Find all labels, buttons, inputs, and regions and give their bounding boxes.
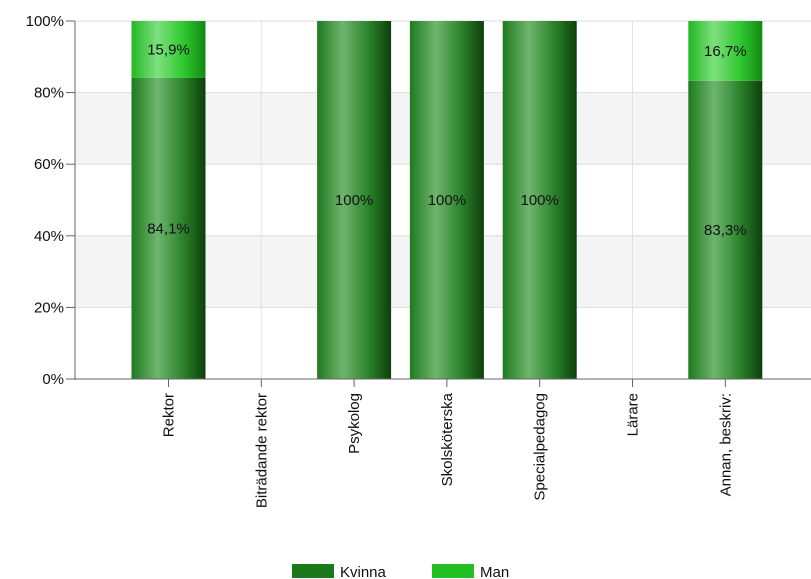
x-category-label: Biträdande rektor	[253, 393, 270, 508]
x-category-label: Psykolog	[346, 393, 363, 454]
legend: Kvinna Man	[292, 564, 509, 579]
legend-swatch-man	[432, 564, 474, 578]
x-category-label: Rektor	[161, 393, 178, 437]
y-tick-label: 80%	[34, 85, 64, 102]
data-label: 16,7%	[704, 43, 747, 60]
bar-kvinna-3	[409, 21, 484, 379]
x-category-labels: Rektor Biträdande rektor Psykolog Skolsköte…	[161, 392, 735, 508]
x-category-label: Specialpedagog	[532, 393, 549, 501]
bar-kvinna-6	[688, 80, 763, 379]
bar-kvinna-2	[317, 21, 392, 379]
bars	[131, 21, 763, 379]
y-tick-label: 100%	[26, 13, 64, 30]
data-label: 100%	[428, 192, 466, 209]
data-label: 100%	[335, 192, 373, 209]
bar-man-0	[131, 21, 206, 78]
y-tick-label: 60%	[34, 156, 64, 173]
y-tick-label: 0%	[42, 371, 64, 388]
data-label: 84,1%	[147, 220, 190, 237]
data-labels: 84,1% 15,9% 100% 100% 100% 83,3% 16,7%	[147, 41, 746, 238]
bar-kvinna-0	[131, 77, 206, 379]
x-category-label: Annan, beskriv:	[717, 393, 734, 496]
data-label: 83,3%	[704, 222, 747, 239]
y-tick-label: 20%	[34, 299, 64, 316]
legend-label: Kvinna	[340, 564, 387, 579]
data-label: 15,9%	[147, 41, 190, 58]
legend-swatch-kvinna	[292, 564, 334, 578]
x-category-label: Lärare	[625, 393, 642, 436]
y-tick-label: 40%	[34, 228, 64, 245]
legend-label: Man	[480, 564, 509, 579]
axes	[66, 20, 811, 387]
bar-man-6	[688, 21, 763, 81]
data-label: 100%	[521, 192, 559, 209]
x-category-label: Skolsköterska	[439, 392, 456, 486]
y-tick-labels: 0% 20% 40% 60% 80% 100%	[26, 13, 64, 388]
bar-kvinna-4	[502, 21, 577, 379]
